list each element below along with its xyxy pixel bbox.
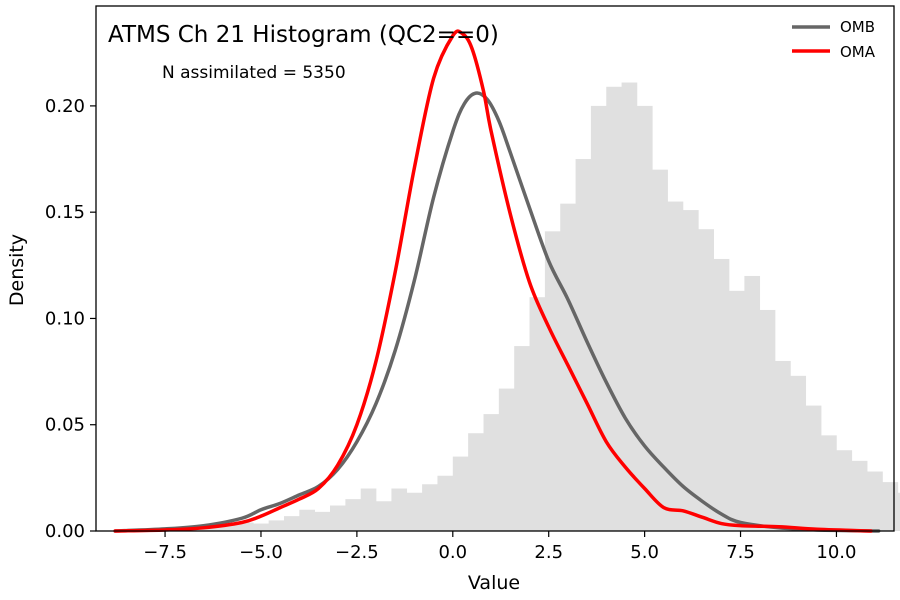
legend: OMB OMA <box>792 18 876 61</box>
histogram-bar <box>790 375 807 531</box>
histogram-bar <box>452 456 469 531</box>
density-lines <box>113 29 881 533</box>
x-tick-label: 0.0 <box>438 542 467 563</box>
histogram-bar <box>729 290 745 531</box>
histogram-bar <box>590 105 607 532</box>
x-tick-label: 5.0 <box>630 542 659 563</box>
histogram-bar <box>207 525 223 531</box>
y-axis-ticks: 0.00 0.05 0.10 0.15 0.20 <box>45 96 96 542</box>
histogram-bar <box>851 460 868 531</box>
histogram-bar <box>775 360 791 531</box>
x-axis-ticks: −7.5 −5.0 −2.5 0.0 2.5 5.0 7.5 10.0 <box>143 531 856 563</box>
histogram-bar <box>882 482 899 531</box>
histogram-bar <box>682 210 699 532</box>
histogram-bar <box>667 201 684 532</box>
histogram-bar <box>698 229 714 531</box>
x-tick-label: −5.0 <box>239 542 283 563</box>
histogram-bar <box>529 297 546 531</box>
histogram-bar <box>422 484 438 531</box>
histogram-bar <box>360 488 377 531</box>
x-tick-label: 2.5 <box>534 542 563 563</box>
x-tick-label: 7.5 <box>726 542 755 563</box>
histogram-bar <box>805 405 822 531</box>
n-assimilated-annotation: N assimilated = 5350 <box>162 63 346 83</box>
histogram-bar <box>376 501 392 531</box>
histogram-bar <box>897 492 900 531</box>
chart-title: ATMS Ch 21 Histogram (QC2==0) <box>108 22 499 48</box>
histogram-bar <box>759 309 776 531</box>
histogram-bar <box>744 275 761 531</box>
plot-frame <box>95 5 895 532</box>
histogram-bar <box>299 509 315 531</box>
histogram-bar <box>821 435 837 531</box>
histogram-bar <box>468 433 484 531</box>
histogram-bar <box>652 169 668 531</box>
x-axis-label: Value <box>468 572 520 594</box>
y-axis-label: Density <box>6 234 28 306</box>
histogram-bar <box>268 520 285 531</box>
y-tick-label: 0.10 <box>45 308 85 329</box>
histogram-bar <box>867 471 883 531</box>
histogram-bar <box>514 346 530 531</box>
histogram-bar <box>222 524 239 531</box>
histogram-bar <box>836 450 853 531</box>
histogram-bar <box>253 523 269 531</box>
legend-label-omb: OMB <box>840 18 875 36</box>
y-tick-label: 0.15 <box>45 202 85 223</box>
histogram-bar <box>483 414 500 531</box>
histogram-bar <box>606 86 622 532</box>
histogram-bar <box>283 516 300 531</box>
histogram-bar <box>713 258 730 531</box>
histogram-bar <box>314 511 331 531</box>
histogram-bar <box>498 388 515 531</box>
histogram-bar <box>345 499 362 531</box>
y-tick-label: 0.00 <box>45 521 85 542</box>
histogram-bar <box>575 159 592 532</box>
y-tick-label: 0.20 <box>45 96 85 117</box>
histogram-bar <box>544 231 561 532</box>
histogram-bar <box>636 105 653 532</box>
histogram-bar <box>406 492 423 531</box>
legend-label-oma: OMA <box>840 43 876 61</box>
x-tick-label: 10.0 <box>816 542 856 563</box>
x-tick-label: −7.5 <box>143 542 187 563</box>
histogram-bar <box>330 505 346 531</box>
histogram-bar <box>437 475 454 531</box>
series-line-oma <box>113 29 873 533</box>
histogram-bar <box>237 522 254 531</box>
x-tick-label: −2.5 <box>335 542 379 563</box>
histogram-bars <box>115 82 900 532</box>
y-tick-label: 0.05 <box>45 415 85 436</box>
histogram-bar <box>391 488 408 531</box>
